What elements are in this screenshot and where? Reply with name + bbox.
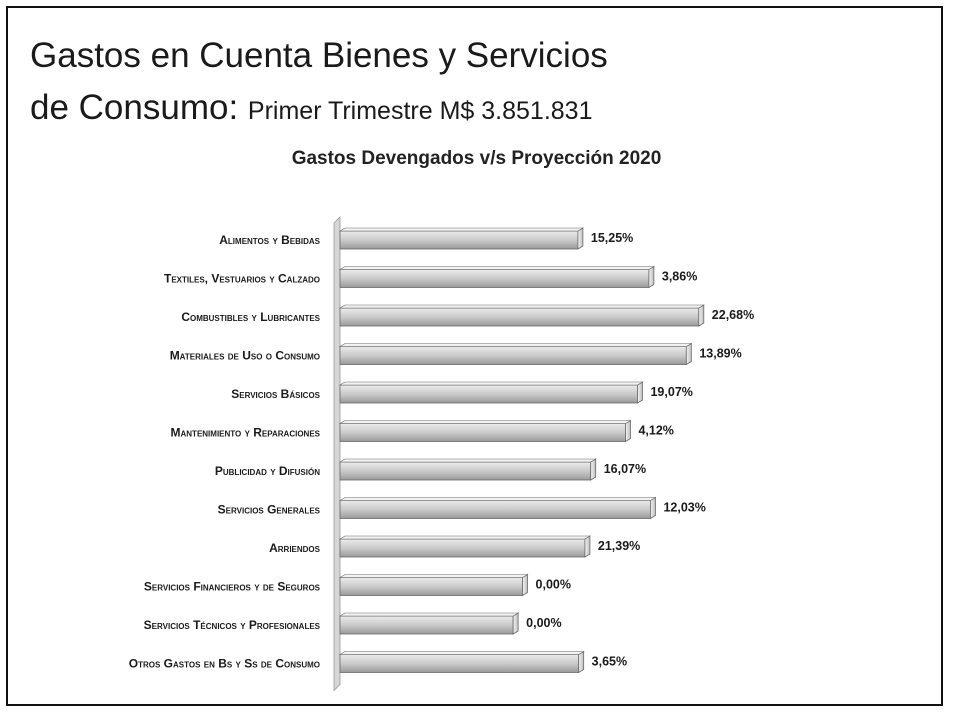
bar-top-1 — [338, 266, 655, 270]
value-label-10: 0,00% — [526, 616, 561, 630]
value-label-8: 21,39% — [598, 539, 640, 553]
bar-4 — [339, 384, 638, 404]
value-label-2: 22,68% — [712, 308, 754, 322]
bar-top-0 — [338, 227, 584, 232]
category-label-5: Mantenimiento y Reparaciones — [171, 426, 321, 440]
bar-1 — [339, 269, 650, 288]
bar-top-2 — [338, 304, 705, 309]
value-label-4: 19,07% — [650, 385, 692, 399]
value-label-5: 4,12% — [638, 424, 673, 438]
slide-title-line1: Gastos en Cuenta Bienes y Servicios — [30, 36, 608, 75]
category-label-4: Servicios Básicos — [231, 387, 320, 401]
bar-cap-4 — [637, 381, 643, 404]
value-label-9: 0,00% — [536, 578, 571, 592]
bar-cap-7 — [650, 496, 656, 520]
value-label-7: 12,03% — [663, 501, 705, 515]
slide-title-line2-main: de Consumo: — [30, 88, 239, 127]
category-label-6: Publicidad y Difusión — [215, 464, 320, 478]
bar-top-9 — [338, 574, 529, 578]
bar-cap-2 — [698, 304, 705, 327]
bar-cap-8 — [584, 535, 591, 558]
bar-0 — [339, 230, 579, 250]
chart-title: Gastos Devengados v/s Proyección 2020 — [291, 148, 662, 169]
category-label-3: Materiales de Uso o Consumo — [170, 349, 320, 363]
bar-2 — [339, 307, 700, 327]
bar-cap-10 — [512, 612, 519, 635]
bar-top-6 — [338, 458, 597, 463]
category-label-0: Alimentos y Bebidas — [219, 233, 320, 247]
slide-title-line2: de Consumo: Primer Trimestre M$ 3.851.83… — [30, 88, 592, 128]
category-label-10: Servicios Técnicos y Profesionales — [144, 618, 321, 632]
category-label-9: Servicios Financieros y de Seguros — [144, 580, 321, 594]
value-label-6: 16,07% — [604, 462, 646, 476]
category-label-11: Otros Gastos en Bs y Ss de Consumo — [129, 657, 320, 671]
bar-5 — [339, 423, 626, 442]
bar-top-8 — [338, 535, 592, 540]
category-label-8: Arriendos — [269, 541, 321, 555]
bar-6 — [339, 461, 592, 481]
bar-top-5 — [338, 420, 632, 424]
bar-top-3 — [338, 343, 693, 347]
bar-top-11 — [338, 651, 585, 655]
bar-8 — [339, 538, 586, 558]
bar-cap-11 — [578, 650, 585, 674]
bar-cap-1 — [648, 265, 655, 289]
slide-subtitle: Primer Trimestre M$ 3.851.831 — [247, 97, 593, 125]
bar-cap-3 — [685, 342, 692, 366]
bar-cap-9 — [522, 573, 528, 597]
bar-9 — [339, 577, 523, 596]
value-label-0: 15,25% — [591, 231, 633, 245]
bar-cap-5 — [625, 419, 631, 443]
bar-3 — [339, 346, 687, 365]
bar-cap-0 — [577, 227, 584, 250]
category-label-1: Textiles, Vestuarios y Calzado — [164, 272, 320, 286]
bar-top-10 — [338, 612, 520, 617]
value-label-1: 3,86% — [662, 270, 697, 284]
category-label-7: Servicios Generales — [218, 503, 321, 517]
category-label-2: Combustibles y Lubricantes — [181, 310, 320, 324]
value-label-11: 3,65% — [592, 655, 627, 669]
bar-11 — [339, 654, 580, 673]
bar-top-7 — [338, 497, 657, 501]
value-label-3: 13,89% — [699, 347, 741, 361]
bar-cap-6 — [590, 458, 597, 481]
bar-7 — [339, 500, 651, 519]
bar-top-4 — [338, 381, 644, 386]
bar-10 — [339, 615, 514, 635]
y-axis-wall — [333, 216, 341, 692]
